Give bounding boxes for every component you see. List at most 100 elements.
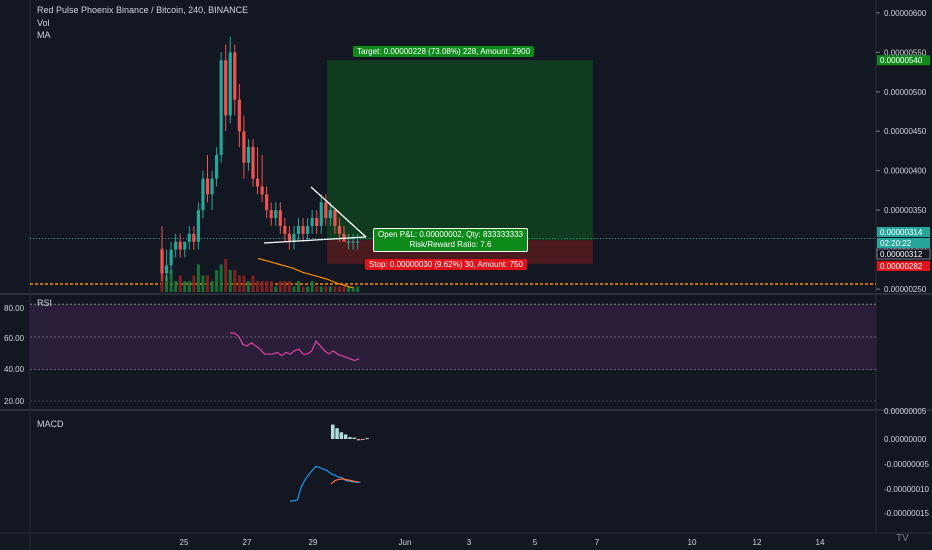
candle-body	[287, 233, 291, 242]
candle-body	[192, 233, 196, 242]
chart-title: Red Pulse Phoenix Binance / Bitcoin, 240…	[37, 5, 249, 15]
vol-legend: Vol	[37, 18, 50, 28]
candle-body	[196, 210, 200, 242]
candle-body	[283, 225, 287, 234]
rsi-line	[230, 332, 360, 362]
candle-body	[215, 154, 219, 179]
macd-histogram-bar	[348, 437, 352, 439]
candle-body	[169, 249, 173, 266]
time-tick-label: Jun	[399, 538, 412, 547]
volume-bar	[237, 275, 241, 292]
open-pnl-label: Open P&L: 0.00000002, Qty: 833333333 Ris…	[373, 228, 529, 252]
candle-body	[324, 202, 328, 219]
candle-body	[205, 178, 210, 195]
candle-body	[296, 225, 301, 234]
time-tick-label: 3	[467, 538, 472, 547]
volume-bar	[274, 286, 278, 292]
time-tick-label: 29	[309, 538, 318, 547]
volume-bar	[265, 281, 269, 292]
candle-body	[310, 218, 314, 226]
candle-body	[346, 241, 351, 243]
price-tick-label: 0.00000550	[884, 48, 927, 57]
price-marker-current	[877, 227, 930, 237]
volume-bar	[201, 275, 205, 292]
candle-body	[265, 194, 269, 211]
price-marker-label: 0.00000312	[880, 250, 923, 259]
rsi-tick-label: 60.00	[4, 334, 25, 343]
volume-bar	[210, 281, 214, 292]
volume-bar	[319, 286, 323, 292]
volume-bar	[324, 286, 328, 292]
candle-body	[178, 241, 182, 250]
macd-tick-label: 0.00000000	[884, 435, 927, 444]
candle-body	[337, 225, 342, 234]
volume-bar	[187, 281, 191, 292]
volume-bar	[292, 286, 296, 292]
volume-bar	[306, 286, 310, 292]
stop-label: Stop: 0.00000030 (9.62%) 30, Amount: 750	[365, 259, 527, 270]
volume-bar	[356, 286, 360, 292]
volume-bar	[283, 281, 287, 292]
macd-histogram-bar	[365, 438, 369, 440]
time-tick-label: 14	[816, 538, 825, 547]
open-pnl-text: Open P&L: 0.00000002, Qty: 833333333	[378, 230, 524, 239]
rsi-tick-label: 40.00	[4, 365, 25, 374]
volume-bar	[219, 264, 223, 292]
rsi-band	[30, 304, 876, 370]
candle-body	[269, 210, 273, 219]
candle-body	[228, 52, 232, 116]
volume-bar	[251, 275, 255, 292]
price-tick-label: 0.00000400	[884, 167, 927, 176]
macd-tick-label: -0.00000005	[884, 460, 929, 469]
volume-bar	[351, 286, 355, 292]
candle-body	[224, 60, 228, 116]
volume-bar	[301, 286, 305, 292]
volume-bar	[328, 286, 332, 292]
price-tick-label: 0.00000350	[884, 206, 927, 215]
candle-body	[319, 202, 323, 226]
volume-bar	[165, 275, 169, 292]
macd-histogram-bar	[356, 439, 361, 441]
time-tick-label: 7	[595, 538, 600, 547]
candle-body	[356, 241, 360, 243]
volume-bar	[337, 286, 341, 292]
volume-bar	[224, 259, 228, 292]
trendline-support	[263, 236, 367, 244]
rsi-legend: RSI	[37, 298, 53, 308]
price-marker-label: 0.00000282	[880, 262, 923, 271]
candle-body	[219, 60, 223, 155]
price-tick-label: 0.00000450	[884, 127, 927, 136]
price-marker-stop	[877, 261, 930, 271]
candle-body	[246, 147, 251, 163]
trendline-resistance	[310, 186, 367, 238]
macd-tick-label: -0.00000010	[884, 485, 929, 494]
time-tick-label: 25	[180, 538, 189, 547]
candle-body	[260, 186, 264, 195]
macd-line	[289, 465, 361, 502]
candle-body	[201, 178, 205, 211]
macd-histogram-bar	[331, 424, 335, 439]
price-tick-label: 0.00000600	[884, 9, 927, 18]
volume-bar	[269, 281, 273, 292]
price-marker-label: 02:20:22	[880, 239, 912, 248]
macd-histogram-bar	[335, 428, 339, 439]
volume-bar	[347, 286, 351, 292]
risk-reward-text: Risk/Reward Ratio: 7.6	[409, 240, 492, 249]
target-label: Target: 0.00000228 (73.08%) 228, Amount:…	[353, 46, 535, 57]
candle-body	[160, 249, 164, 274]
volume-bar	[278, 281, 282, 292]
macd-histogram-bar	[343, 434, 348, 439]
macd-histogram-bar	[361, 439, 365, 440]
volume-bar	[260, 281, 264, 292]
candle-body	[251, 147, 255, 179]
ma-legend: MA	[37, 30, 51, 40]
volume-bar	[228, 270, 232, 292]
volume-ma-line	[257, 257, 354, 289]
volume-bar	[315, 286, 319, 292]
candle-body	[333, 210, 337, 226]
rsi-tick-label: 20.00	[4, 397, 25, 406]
candle-body	[242, 131, 246, 163]
volume-bar	[256, 281, 260, 292]
candle-body	[278, 210, 282, 226]
